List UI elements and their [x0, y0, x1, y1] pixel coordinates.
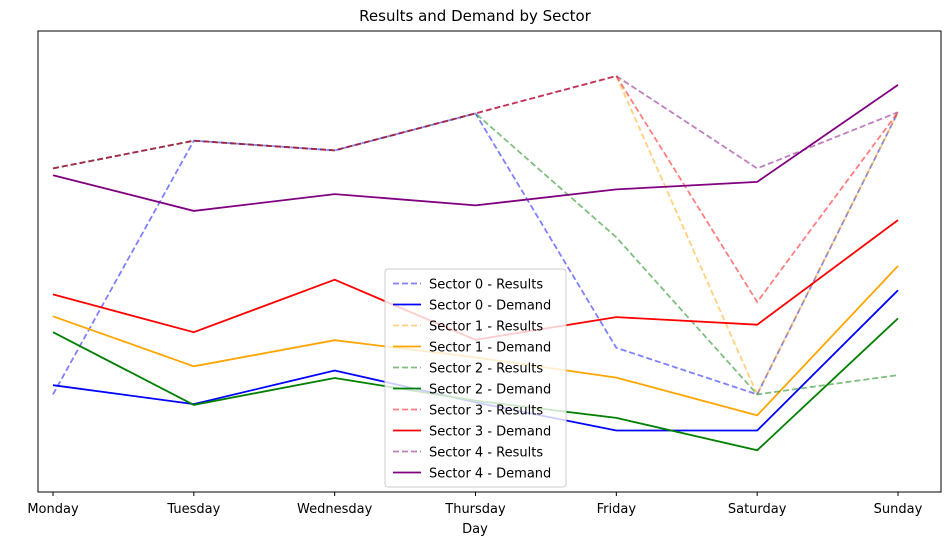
legend-label: Sector 2 - Results — [429, 362, 543, 377]
series-line-0 — [52, 111, 899, 396]
legend: Sector 0 - Results Sector 0 - Demand Secto… — [384, 268, 567, 488]
x-tick-label: Tuesday — [166, 502, 220, 517]
plot-frame — [37, 30, 942, 493]
x-tick-label: Monday — [27, 502, 79, 517]
x-tick-label: Wednesday — [297, 502, 373, 517]
series-line-4 — [52, 112, 899, 396]
x-axis-title: Day — [462, 522, 488, 537]
legend-label: Sector 2 - Demand — [429, 383, 551, 398]
legend-label: Sector 1 - Demand — [429, 341, 551, 356]
x-tick-label: Sunday — [874, 502, 923, 517]
series-line-6 — [52, 74, 899, 304]
x-axis: Monday Tuesday Wednesday Thursday Friday Satu… — [27, 492, 923, 517]
series-line-9 — [52, 84, 899, 212]
legend-label: Sector 1 - Results — [429, 320, 543, 335]
legend-box — [384, 268, 567, 488]
legend-label: Sector 3 - Results — [429, 404, 543, 419]
legend-label: Sector 3 - Demand — [429, 425, 551, 440]
x-tick-label: Saturday — [728, 502, 787, 517]
legend-label: Sector 4 - Results — [429, 446, 543, 461]
legend-label: Sector 0 - Results — [429, 278, 543, 293]
chart-title: Results and Demand by Sector — [359, 7, 592, 25]
x-tick-label: Friday — [597, 502, 637, 517]
legend-label: Sector 4 - Demand — [429, 467, 551, 482]
x-tick-label: Thursday — [444, 502, 506, 517]
series-line-8 — [52, 75, 899, 170]
legend-label: Sector 0 - Demand — [429, 299, 551, 314]
